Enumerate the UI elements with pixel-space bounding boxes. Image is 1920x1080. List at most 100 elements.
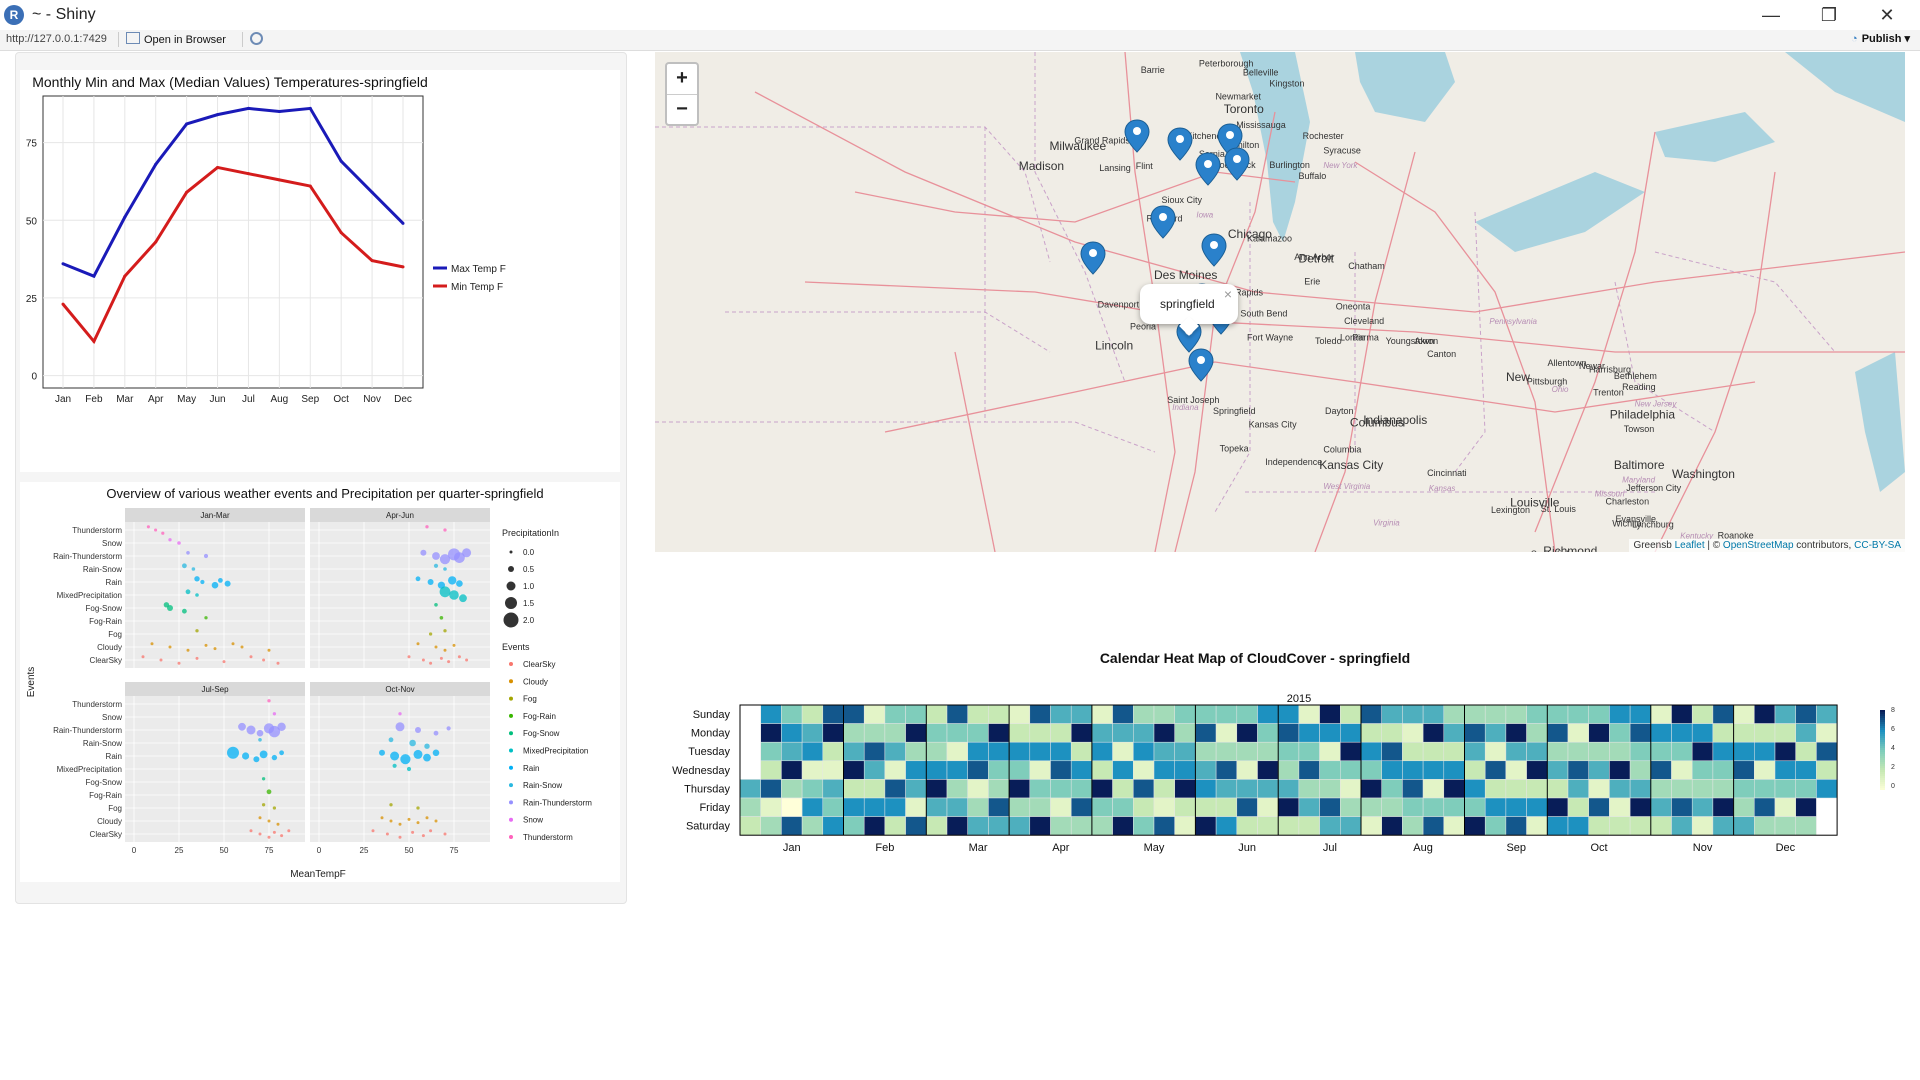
- lake-huron: [1355, 52, 1455, 122]
- heat-cell: [1195, 723, 1217, 743]
- zoom-in-button[interactable]: +: [667, 64, 697, 95]
- heat-cell: [1650, 760, 1672, 780]
- heat-cell: [1133, 797, 1155, 817]
- heat-cell: [1443, 779, 1465, 799]
- year-label: 2015: [1287, 693, 1311, 705]
- x-tick-label: Jan: [55, 394, 71, 405]
- data-point: [277, 110, 281, 114]
- license-link[interactable]: CC-BY-SA: [1854, 540, 1901, 551]
- heat-cell: [1774, 704, 1796, 724]
- heat-cell: [801, 797, 824, 817]
- map-marker[interactable]: [1150, 205, 1176, 239]
- open-in-browser-button[interactable]: Open in Browser: [126, 32, 226, 46]
- heat-cell: [1277, 779, 1300, 799]
- scale-swatch: [1880, 760, 1885, 762]
- legend-label: Max Temp F: [451, 264, 506, 275]
- zoom-out-button[interactable]: −: [676, 98, 688, 120]
- heat-cell: [760, 723, 782, 743]
- leaflet-link[interactable]: Leaflet: [1674, 540, 1705, 551]
- heat-cell: [1070, 816, 1093, 836]
- marker-pin: [1124, 119, 1150, 153]
- temperature-line-chart: Monthly Min and Max (Median Values) Temp…: [20, 70, 620, 472]
- minimize-button[interactable]: —: [1762, 5, 1780, 25]
- map-label: Davenport: [1098, 300, 1140, 310]
- map-marker[interactable]: [1201, 233, 1227, 267]
- weekday-label: Tuesday: [688, 746, 730, 758]
- osm-link[interactable]: OpenStreetMap: [1722, 540, 1794, 551]
- data-point: [246, 172, 250, 176]
- heat-cell: [1257, 760, 1279, 780]
- scale-swatch: [1880, 740, 1885, 742]
- map-label: Hamilton: [1224, 140, 1260, 150]
- heat-cell: [1381, 816, 1403, 836]
- heat-cell: [843, 704, 865, 724]
- scatter-point: [276, 822, 280, 826]
- heat-cell: [1298, 797, 1320, 817]
- scale-swatch: [1880, 782, 1885, 784]
- map-label: Peoria: [1130, 322, 1156, 332]
- scatter-point: [249, 829, 253, 833]
- map-label: Maryland: [1622, 475, 1655, 484]
- marker-dot: [1133, 127, 1141, 135]
- map-marker[interactable]: [1167, 127, 1193, 161]
- highway: [854, 171, 1296, 223]
- scatter-point: [439, 554, 451, 565]
- close-button[interactable]: ✕: [1879, 5, 1895, 25]
- heat-cell: [1381, 760, 1403, 780]
- month-label: Oct: [1590, 842, 1607, 854]
- heat-cell: [781, 760, 803, 780]
- heat-cell: [1153, 816, 1175, 836]
- restore-button[interactable]: ❐: [1820, 5, 1838, 25]
- heat-cell: [1402, 704, 1424, 724]
- map-marker[interactable]: [1195, 152, 1221, 186]
- scatter-point: [427, 579, 434, 585]
- scatter-point: [191, 567, 196, 571]
- heat-cell: [905, 723, 927, 743]
- map-label: South Bend: [1240, 308, 1287, 318]
- map-label: Akron: [1415, 336, 1439, 346]
- heat-cell: [905, 816, 927, 836]
- heat-cell: [1484, 779, 1507, 799]
- heat-cell: [1712, 723, 1734, 743]
- scatter-point: [371, 829, 375, 833]
- map-marker[interactable]: [1224, 147, 1250, 181]
- y-axis-title: Events: [26, 667, 37, 698]
- map-label: Richmond: [1543, 544, 1597, 552]
- marker-pin: [1150, 205, 1176, 239]
- scale-swatch: [1880, 754, 1885, 756]
- scale-swatch: [1880, 716, 1885, 718]
- heat-cell: [1422, 779, 1445, 799]
- heat-cell: [1443, 797, 1465, 817]
- map-marker[interactable]: [1124, 119, 1150, 153]
- scatter-point: [238, 722, 246, 731]
- popup-close-button[interactable]: ×: [1223, 286, 1232, 302]
- heat-cell: [1754, 741, 1776, 762]
- heat-cell: [1505, 779, 1527, 799]
- map-label: Kansas: [1429, 484, 1456, 493]
- state-border: [725, 311, 1051, 353]
- marker-pin: [1195, 152, 1221, 186]
- map-tiles[interactable]: South DakotaAppletonGreen BayRochesterSi…: [655, 52, 1905, 552]
- heat-cell: [1215, 704, 1238, 724]
- heat-cell: [1733, 741, 1755, 762]
- highway: [1654, 171, 1776, 552]
- refresh-icon[interactable]: [250, 32, 263, 45]
- scatter-point: [267, 648, 271, 652]
- map-label: Des Moines: [1154, 268, 1217, 282]
- heat-cell: [967, 779, 989, 799]
- map-marker[interactable]: [1188, 348, 1214, 382]
- lake-region-ne: [1785, 52, 1905, 122]
- scatter-point: [261, 803, 266, 807]
- map-marker[interactable]: [1080, 241, 1106, 275]
- marker-dot: [1176, 135, 1184, 143]
- y-tick-label: Rain-Thunderstorm: [53, 552, 122, 561]
- heat-cell: [1091, 723, 1113, 743]
- scatter-point: [167, 605, 173, 611]
- scatter-point: [389, 803, 393, 807]
- publish-button[interactable]: ◔ Publish ▾: [1851, 33, 1910, 45]
- leaflet-map[interactable]: South DakotaAppletonGreen BayRochesterSi…: [655, 52, 1905, 552]
- heat-cell: [1774, 816, 1796, 836]
- heat-cell: [1195, 704, 1217, 724]
- scatter-point: [415, 576, 421, 582]
- heat-cell: [988, 816, 1010, 836]
